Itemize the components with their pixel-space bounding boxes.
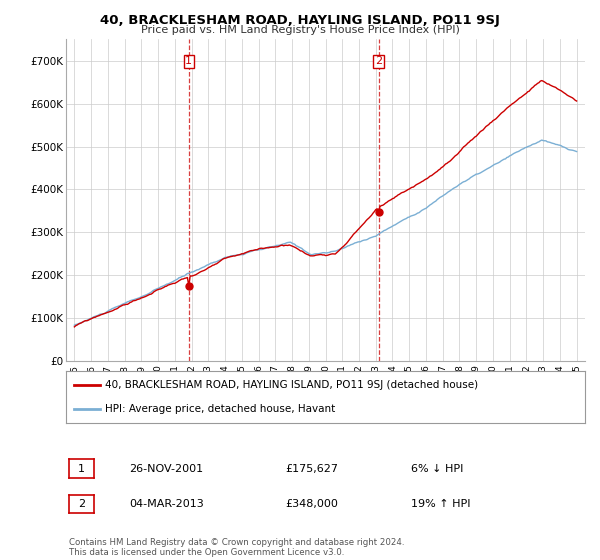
Text: £348,000: £348,000 — [285, 499, 338, 509]
Text: 19% ↑ HPI: 19% ↑ HPI — [411, 499, 470, 509]
Text: 1: 1 — [78, 464, 85, 474]
Text: 26-NOV-2001: 26-NOV-2001 — [129, 464, 203, 474]
Text: Contains HM Land Registry data © Crown copyright and database right 2024.
This d: Contains HM Land Registry data © Crown c… — [69, 538, 404, 557]
Text: £175,627: £175,627 — [285, 464, 338, 474]
Text: 04-MAR-2013: 04-MAR-2013 — [129, 499, 204, 509]
Text: Price paid vs. HM Land Registry's House Price Index (HPI): Price paid vs. HM Land Registry's House … — [140, 25, 460, 35]
Text: 1: 1 — [185, 57, 192, 67]
Text: 40, BRACKLESHAM ROAD, HAYLING ISLAND, PO11 9SJ (detached house): 40, BRACKLESHAM ROAD, HAYLING ISLAND, PO… — [105, 380, 478, 390]
Text: 40, BRACKLESHAM ROAD, HAYLING ISLAND, PO11 9SJ: 40, BRACKLESHAM ROAD, HAYLING ISLAND, PO… — [100, 14, 500, 27]
Text: 2: 2 — [375, 57, 382, 67]
Text: HPI: Average price, detached house, Havant: HPI: Average price, detached house, Hava… — [105, 404, 335, 414]
Text: 2: 2 — [78, 499, 85, 509]
Text: 6% ↓ HPI: 6% ↓ HPI — [411, 464, 463, 474]
